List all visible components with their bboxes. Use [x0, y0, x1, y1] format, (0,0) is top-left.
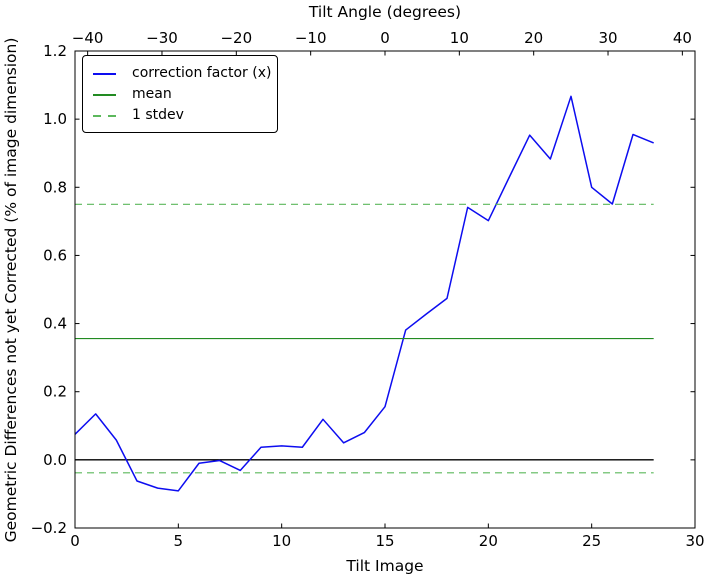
- plot-lines: [74, 95, 654, 492]
- x-tick-label: 15: [375, 532, 394, 550]
- legend-entry-correction-factor: correction factor (x): [93, 63, 271, 84]
- x-axis-title: Tilt Image: [345, 557, 423, 575]
- correction-factor-line: [74, 95, 654, 492]
- top-tick-label: 40: [673, 29, 692, 47]
- top-tick-label: −40: [72, 29, 104, 47]
- y-tick-label: 0.8: [43, 178, 67, 196]
- legend-label: 1 stdev: [132, 107, 184, 123]
- top-tick-label: −30: [146, 29, 178, 47]
- top-tick-label: 0: [380, 29, 390, 47]
- legend-entry-mean: mean: [93, 84, 267, 105]
- x-tick-label: 10: [272, 532, 291, 550]
- y-tick-label: 1.0: [43, 110, 67, 128]
- legend-label: mean: [132, 86, 172, 102]
- legend-entry-stdev: 1 stdev: [93, 105, 267, 126]
- top-tick-label: 30: [598, 29, 617, 47]
- y-tick-label: 0.2: [43, 383, 67, 401]
- x-tick-label: 25: [582, 532, 601, 550]
- top-tick-label: −20: [220, 29, 252, 47]
- legend-label: correction factor (x): [132, 65, 272, 81]
- top-tick-label: 20: [524, 29, 543, 47]
- y-tick-label: 0.4: [43, 315, 67, 333]
- y-tick-label: −0.2: [31, 519, 67, 537]
- x-tick-label: 30: [685, 532, 704, 550]
- green-line-icon: [93, 93, 116, 96]
- y-tick-label: 1.2: [43, 42, 67, 60]
- plot-axes: 0 5 10 15 20 25 30 −40 −30 −20 −10 0 10 20 30 40 −0.2 0.0…: [31, 29, 705, 550]
- x-tick-label: 0: [70, 532, 80, 550]
- legend: correction factor (x) mean 1 stdev: [82, 55, 278, 133]
- x-tick-label: 5: [174, 532, 184, 550]
- y-tick-label: 0.0: [43, 451, 67, 469]
- x-tick-label: 20: [479, 532, 498, 550]
- y-tick-label: 0.6: [43, 246, 67, 264]
- green-dashed-line-icon: [93, 114, 116, 117]
- top-tick-label: 10: [450, 29, 469, 47]
- y-axis-title: Geometric Differences not yet Corrected …: [2, 38, 20, 543]
- top-axis-title: Tilt Angle (degrees): [308, 3, 461, 21]
- top-tick-label: −10: [295, 29, 327, 47]
- blue-line-icon: [93, 72, 116, 75]
